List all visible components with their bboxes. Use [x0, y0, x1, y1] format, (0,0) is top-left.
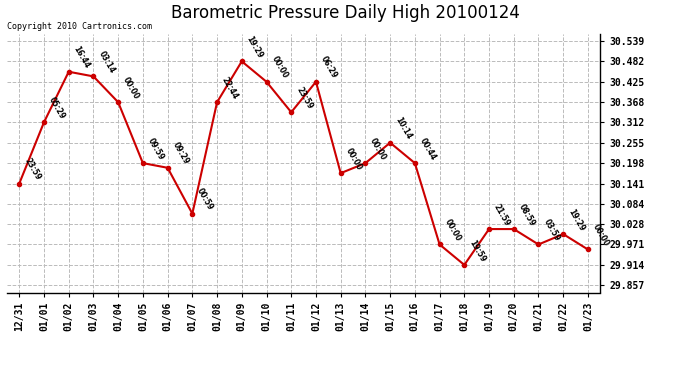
Text: 22:44: 22:44	[220, 75, 240, 101]
Text: 21:59: 21:59	[492, 202, 512, 228]
Text: 00:00: 00:00	[344, 146, 364, 172]
Text: 23:59: 23:59	[294, 86, 314, 111]
Text: 19:59: 19:59	[467, 238, 487, 264]
Text: 00:44: 00:44	[418, 136, 437, 162]
Text: 03:59: 03:59	[542, 218, 561, 243]
Text: 19:29: 19:29	[245, 34, 264, 60]
Text: 09:29: 09:29	[170, 141, 190, 166]
Text: 00:00: 00:00	[591, 223, 611, 248]
Text: 03:14: 03:14	[97, 50, 116, 75]
Text: 08:59: 08:59	[517, 202, 537, 228]
Text: 00:00: 00:00	[442, 217, 462, 243]
Text: 00:00: 00:00	[121, 75, 141, 101]
Text: 05:29: 05:29	[47, 96, 67, 121]
Text: Barometric Pressure Daily High 20100124: Barometric Pressure Daily High 20100124	[170, 4, 520, 22]
Text: Copyright 2010 Cartronics.com: Copyright 2010 Cartronics.com	[7, 22, 152, 31]
Text: 10:14: 10:14	[393, 116, 413, 141]
Text: 00:00: 00:00	[270, 55, 289, 80]
Text: 06:29: 06:29	[319, 55, 339, 80]
Text: 00:59: 00:59	[195, 187, 215, 212]
Text: 19:29: 19:29	[566, 207, 586, 232]
Text: 23:59: 23:59	[22, 157, 42, 182]
Text: 09:59: 09:59	[146, 136, 166, 162]
Text: 16:44: 16:44	[72, 45, 92, 70]
Text: 00:00: 00:00	[368, 136, 388, 162]
